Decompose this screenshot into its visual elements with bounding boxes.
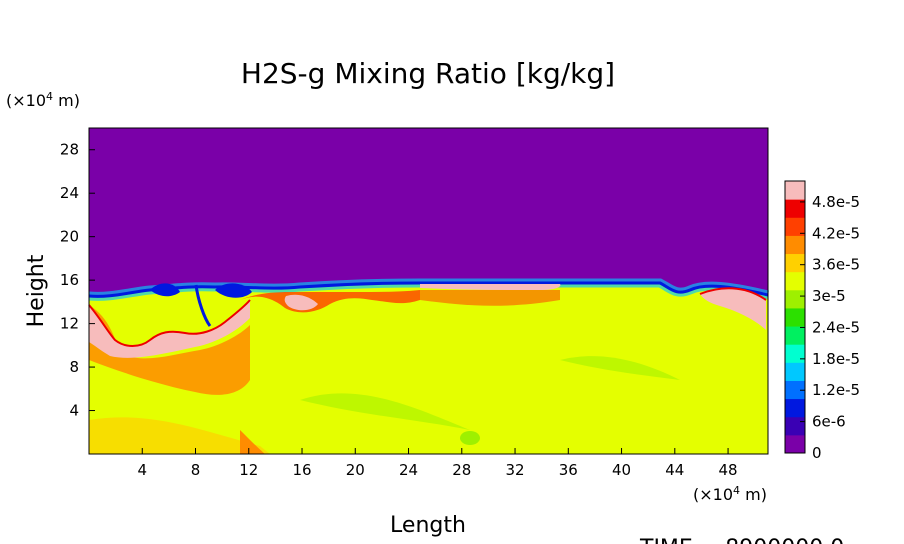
colorbar-swatch xyxy=(785,271,805,291)
colorbar-swatch xyxy=(785,434,805,454)
colorbar-tick-label: 4.2e-5 xyxy=(812,224,860,242)
field-lower xyxy=(89,283,768,454)
colorbar-swatch xyxy=(785,253,805,273)
colorbar-swatch xyxy=(785,235,805,255)
y-tick-label: 20 xyxy=(60,228,79,246)
colorbar-swatch xyxy=(785,362,805,381)
y-axis-label: Height xyxy=(24,254,49,327)
x-tick-label: 24 xyxy=(399,461,418,479)
time-label: TIME = 8900000.0 xyxy=(639,536,844,544)
x-tick-label: 32 xyxy=(505,461,524,479)
colorbar-tick-label: 2.4e-5 xyxy=(812,318,860,336)
y-axis-ticks: 4 8 12 16 20 24 28 xyxy=(60,141,95,420)
colorbar-tick-label: 1.2e-5 xyxy=(812,381,860,399)
y-tick-label: 4 xyxy=(69,402,79,420)
colorbar-tick-label: 0 xyxy=(812,444,822,462)
x-tick-label: 36 xyxy=(559,461,578,479)
colorbar-tick-label: 6e-6 xyxy=(812,413,846,431)
x-tick-label: 48 xyxy=(719,461,738,479)
colorbar-tick-label: 3.6e-5 xyxy=(812,256,860,274)
colorbar-tick-label: 1.8e-5 xyxy=(812,350,860,368)
colorbar-swatch xyxy=(785,199,805,218)
y-tick-label: 8 xyxy=(69,358,79,376)
x-axis-label: Length xyxy=(390,513,466,538)
x-tick-label: 8 xyxy=(191,461,201,479)
x-tick-label: 44 xyxy=(665,461,684,479)
plot-frame xyxy=(88,127,769,455)
x-axis-ticks: 4 8 12 16 20 24 28 32 36 40 44 48 xyxy=(137,448,738,479)
x-tick-label: 28 xyxy=(452,461,471,479)
colorbar-swatch xyxy=(785,416,805,436)
colorbar: 0 6e-6 1.2e-5 1.8e-5 2.4e-5 3e-5 3.6e-5 4.2e-5 4… xyxy=(784,180,860,462)
colorbar-frame xyxy=(784,180,806,454)
colorbar-swatch xyxy=(785,217,805,236)
colorbar-swatch xyxy=(785,344,805,363)
x-axis-unit: (×104 m) xyxy=(693,484,767,504)
y-tick-label: 16 xyxy=(60,271,79,289)
colorbar-swatch xyxy=(785,181,805,200)
y-tick-label: 24 xyxy=(60,184,79,202)
colorbar-tick-label: 3e-5 xyxy=(812,287,846,305)
chart-title: H2S-g Mixing Ratio [kg/kg] xyxy=(241,57,615,90)
x-tick-label: 40 xyxy=(612,461,631,479)
colorbar-swatch xyxy=(785,380,805,400)
plot-area xyxy=(88,127,770,455)
colorbar-swatch xyxy=(785,289,805,309)
y-axis-unit: (×104 m) xyxy=(6,90,80,110)
colorbar-swatch xyxy=(785,398,805,418)
x-tick-label: 12 xyxy=(239,461,258,479)
colorbar-tick-label: 4.8e-5 xyxy=(812,193,860,211)
x-tick-label: 16 xyxy=(292,461,311,479)
y-tick-label: 28 xyxy=(60,141,79,159)
y-tick-label: 12 xyxy=(60,315,79,333)
colorbar-swatch xyxy=(785,307,805,327)
x-tick-label: 4 xyxy=(137,461,147,479)
x-tick-label: 20 xyxy=(346,461,365,479)
field-detail xyxy=(88,278,770,454)
colorbar-swatch xyxy=(785,326,805,345)
